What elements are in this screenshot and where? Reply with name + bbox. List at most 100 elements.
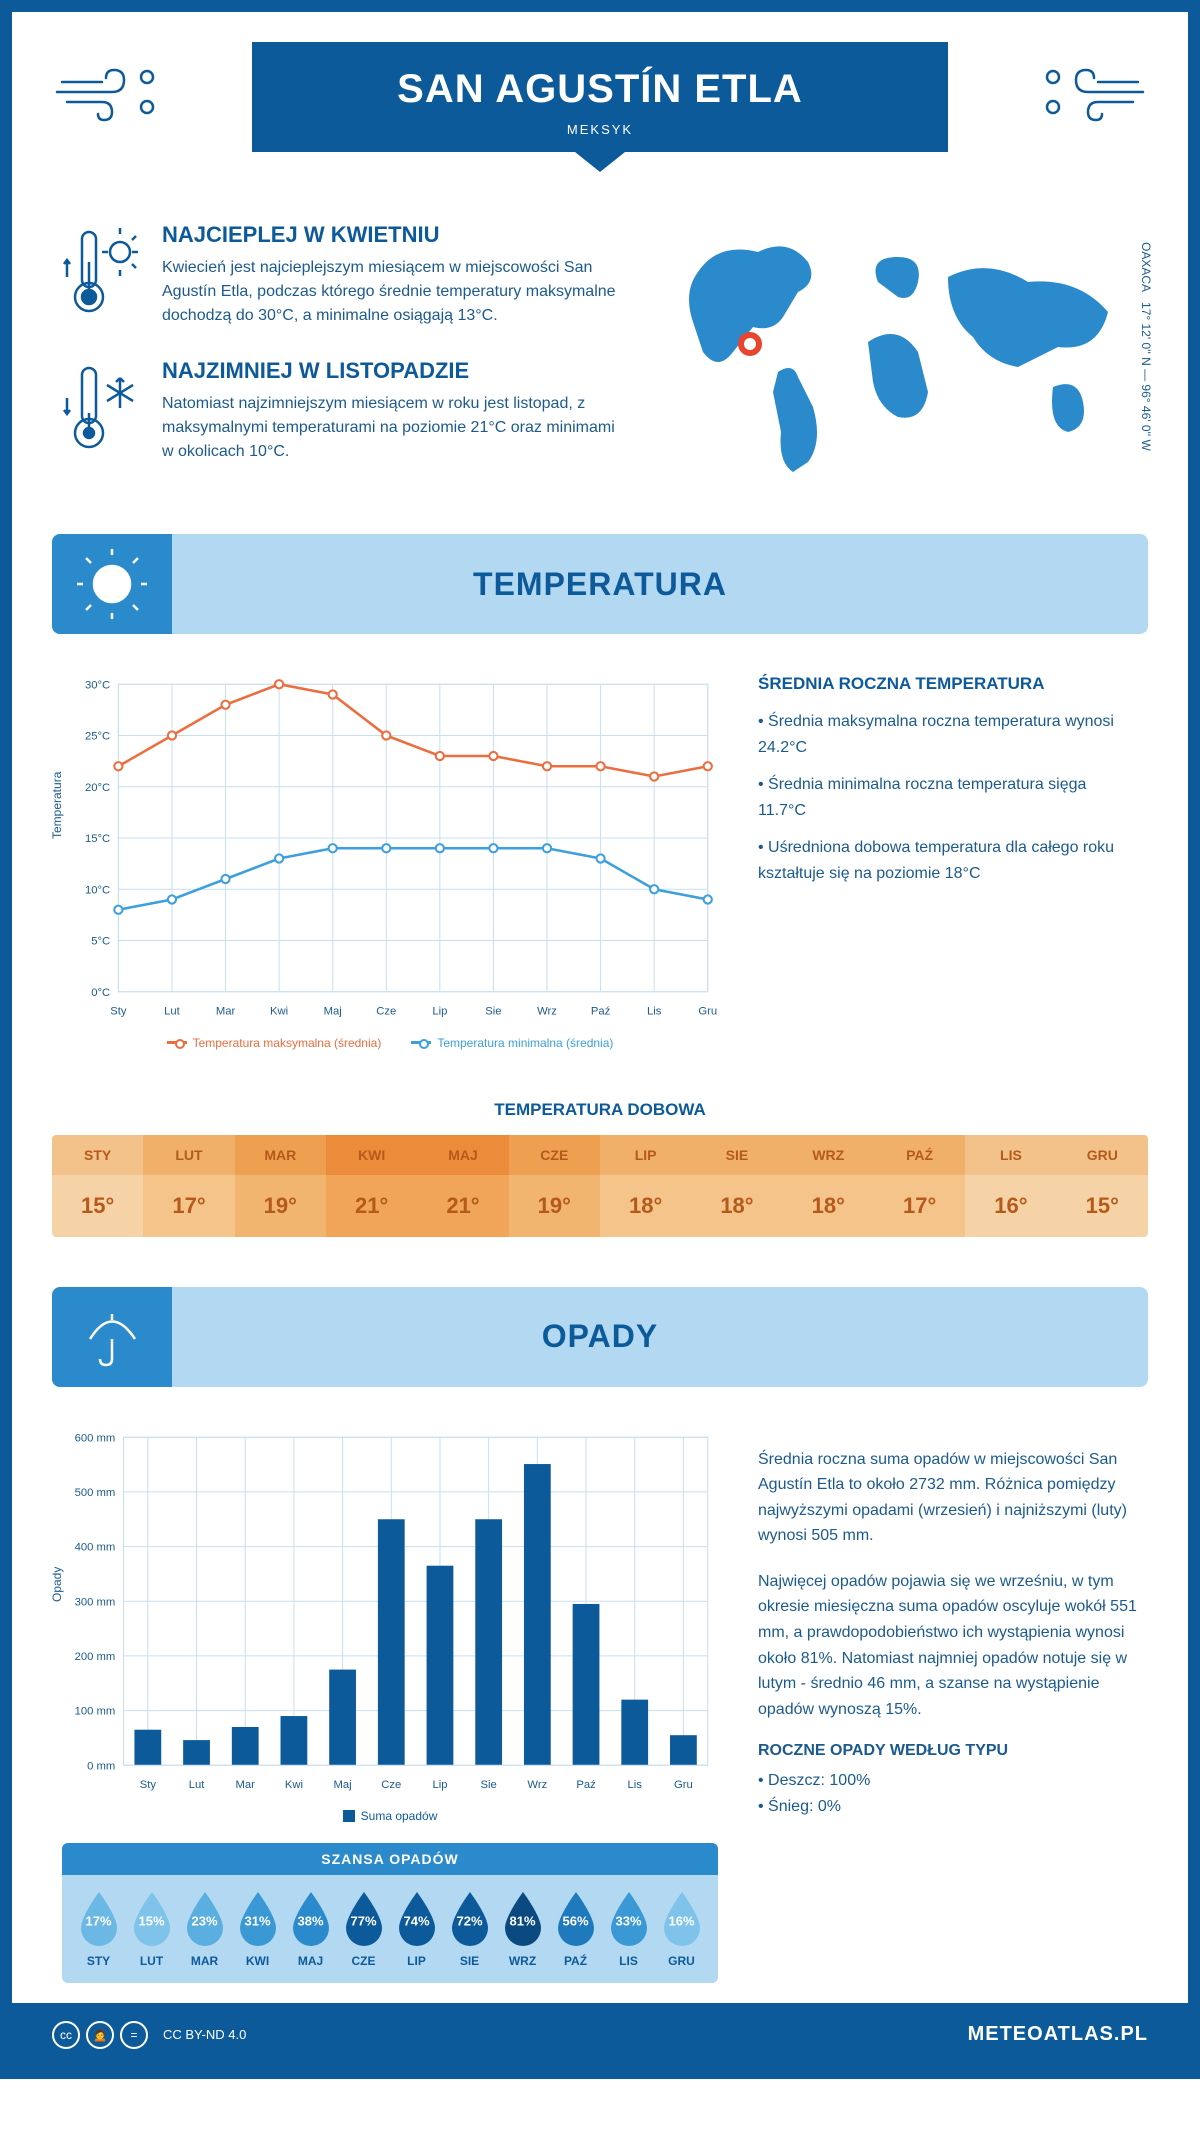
daily-col: MAR 19°: [235, 1135, 326, 1237]
footer: cc 🙍 = CC BY-ND 4.0 METEOATLAS.PL: [12, 2003, 1188, 2067]
svg-text:Sty: Sty: [110, 1005, 127, 1017]
svg-text:Mar: Mar: [236, 1778, 256, 1790]
cc-icons: cc 🙍 =: [52, 2021, 148, 2049]
svg-text:Wrz: Wrz: [527, 1778, 547, 1790]
warmest-block: NAJCIEPLEJ W KWIETNIU Kwiecień jest najc…: [62, 222, 618, 328]
wind-icon: [1028, 52, 1148, 137]
svg-text:Mar: Mar: [216, 1005, 236, 1017]
daily-col: LIS 16°: [965, 1135, 1056, 1237]
section-title: TEMPERATURA: [473, 566, 727, 603]
daily-col: PAŹ 17°: [874, 1135, 965, 1237]
chance-col: 38% MAJ: [284, 1890, 337, 1968]
chance-col: 15% LUT: [125, 1890, 178, 1968]
svg-text:Lis: Lis: [647, 1005, 662, 1017]
daily-temp-title: TEMPERATURA DOBOWA: [12, 1100, 1188, 1120]
temperature-summary: ŚREDNIA ROCZNA TEMPERATURA • Średnia mak…: [758, 674, 1138, 1050]
chance-col: 17% STY: [72, 1890, 125, 1968]
chance-col: 23% MAR: [178, 1890, 231, 1968]
precip-banner: OPADY: [52, 1287, 1148, 1387]
chance-col: 74% LIP: [390, 1890, 443, 1968]
svg-text:20°C: 20°C: [85, 782, 110, 794]
daily-col: STY 15°: [52, 1135, 143, 1237]
chance-title: SZANSA OPADÓW: [62, 1843, 718, 1875]
legend-min: Temperatura minimalna (średnia): [437, 1036, 613, 1050]
summary-heading: ŚREDNIA ROCZNA TEMPERATURA: [758, 674, 1138, 694]
svg-text:Wrz: Wrz: [537, 1005, 557, 1017]
svg-text:Paź: Paź: [576, 1778, 596, 1790]
svg-text:25°C: 25°C: [85, 731, 110, 743]
raindrop-icon: 23%: [181, 1890, 229, 1948]
daily-col: LIP 18°: [600, 1135, 691, 1237]
license-label: CC BY-ND 4.0: [163, 2027, 246, 2042]
summary-bullet: • Średnia maksymalna roczna temperatura …: [758, 709, 1138, 760]
wind-icon: [52, 52, 172, 137]
coldest-block: NAJZIMNIEJ W LISTOPADZIE Natomiast najzi…: [62, 358, 618, 464]
svg-text:5°C: 5°C: [91, 936, 110, 948]
thermometer-snow-icon: [62, 358, 142, 458]
svg-text:400 mm: 400 mm: [75, 1541, 116, 1553]
world-map: OAXACA 17° 12' 0'' N — 96° 46' 0'' W: [658, 222, 1138, 494]
svg-text:600 mm: 600 mm: [75, 1432, 116, 1444]
daily-col: CZE 19°: [509, 1135, 600, 1237]
daily-col: LUT 17°: [143, 1135, 234, 1237]
chance-col: 56% PAŹ: [549, 1890, 602, 1968]
svg-text:Gru: Gru: [698, 1005, 717, 1017]
precip-type-heading: ROCZNE OPADY WEDŁUG TYPU: [758, 1742, 1138, 1760]
raindrop-icon: 74%: [393, 1890, 441, 1948]
section-title: OPADY: [542, 1318, 658, 1355]
coldest-heading: NAJZIMNIEJ W LISTOPADZIE: [162, 358, 618, 384]
svg-text:200 mm: 200 mm: [75, 1651, 116, 1663]
svg-text:500 mm: 500 mm: [75, 1487, 116, 1499]
chance-col: 77% CZE: [337, 1890, 390, 1968]
raindrop-icon: 38%: [287, 1890, 335, 1948]
raindrop-icon: 72%: [446, 1890, 494, 1948]
legend-max: Temperatura maksymalna (średnia): [193, 1036, 382, 1050]
umbrella-icon: [52, 1287, 172, 1387]
by-icon: 🙍: [86, 2021, 114, 2049]
chance-col: 72% SIE: [443, 1890, 496, 1968]
svg-text:0°C: 0°C: [91, 987, 110, 999]
svg-text:Maj: Maj: [334, 1778, 352, 1790]
daily-temp-table: STY 15° LUT 17° MAR 19° KWI 21° MAJ 21° …: [52, 1135, 1148, 1237]
svg-text:Lut: Lut: [189, 1778, 206, 1790]
svg-text:Sie: Sie: [481, 1778, 497, 1790]
svg-text:Maj: Maj: [324, 1005, 342, 1017]
svg-text:Cze: Cze: [381, 1778, 401, 1790]
raindrop-icon: 31%: [234, 1890, 282, 1948]
summary-bullet: • Uśredniona dobowa temperatura dla całe…: [758, 835, 1138, 886]
nd-icon: =: [120, 2021, 148, 2049]
precip-summary: Średnia roczna suma opadów w miejscowośc…: [758, 1427, 1138, 1983]
title-banner: SAN AGUSTÍN ETLA MEKSYK: [252, 42, 948, 152]
daily-col: SIE 18°: [691, 1135, 782, 1237]
svg-text:15°C: 15°C: [85, 833, 110, 845]
raindrop-icon: 77%: [340, 1890, 388, 1948]
cc-icon: cc: [52, 2021, 80, 2049]
svg-text:Lip: Lip: [432, 1005, 447, 1017]
page-title: SAN AGUSTÍN ETLA: [272, 67, 928, 112]
svg-text:0 mm: 0 mm: [87, 1760, 115, 1772]
svg-text:Kwi: Kwi: [270, 1005, 288, 1017]
svg-text:30°C: 30°C: [85, 679, 110, 691]
precip-snow: • Śnieg: 0%: [758, 1794, 1138, 1820]
precip-text: Najwięcej opadów pojawia się we wrześniu…: [758, 1569, 1138, 1723]
svg-text:10°C: 10°C: [85, 884, 110, 896]
brand-label: METEOATLAS.PL: [968, 2023, 1148, 2046]
svg-text:Lis: Lis: [628, 1778, 643, 1790]
svg-text:Kwi: Kwi: [285, 1778, 303, 1790]
header: SAN AGUSTÍN ETLA MEKSYK: [12, 12, 1188, 192]
precip-text: Średnia roczna suma opadów w miejscowośc…: [758, 1447, 1138, 1549]
temperature-banner: TEMPERATURA: [52, 534, 1148, 634]
intro-section: NAJCIEPLEJ W KWIETNIU Kwiecień jest najc…: [12, 192, 1188, 514]
coordinates-label: OAXACA 17° 12' 0'' N — 96° 46' 0'' W: [1139, 242, 1153, 451]
svg-text:300 mm: 300 mm: [75, 1596, 116, 1608]
raindrop-icon: 17%: [75, 1890, 123, 1948]
svg-text:Gru: Gru: [674, 1778, 693, 1790]
svg-text:Lip: Lip: [432, 1778, 447, 1790]
svg-text:Lut: Lut: [164, 1005, 181, 1017]
legend-precip: Suma opadów: [361, 1809, 438, 1823]
thermometer-sun-icon: [62, 222, 142, 322]
svg-text:Paź: Paź: [591, 1005, 611, 1017]
warmest-heading: NAJCIEPLEJ W KWIETNIU: [162, 222, 618, 248]
coldest-text: Natomiast najzimniejszym miesiącem w rok…: [162, 392, 618, 464]
chance-col: 16% GRU: [655, 1890, 708, 1968]
